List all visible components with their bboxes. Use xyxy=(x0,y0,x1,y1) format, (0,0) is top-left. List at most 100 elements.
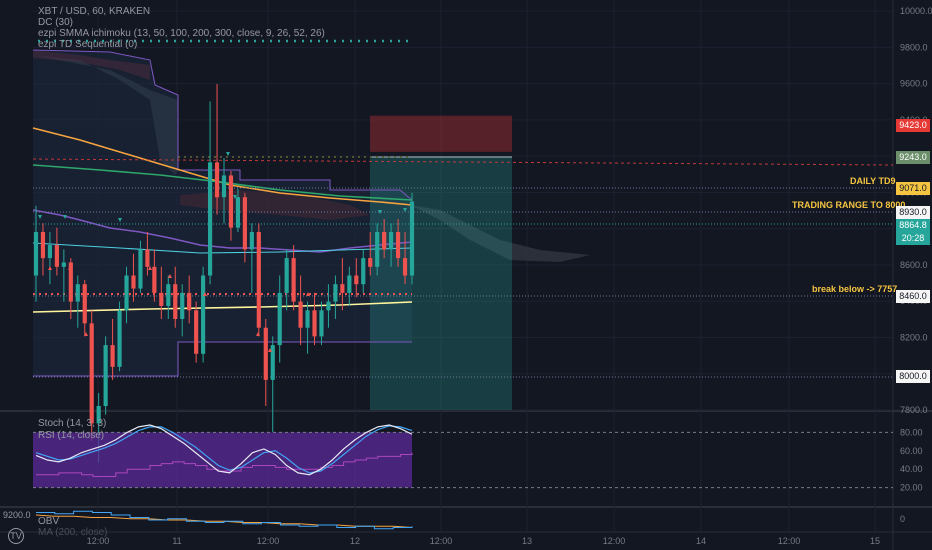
candle-body xyxy=(284,258,289,293)
stoch-band-fill xyxy=(33,432,412,488)
candle-body xyxy=(319,310,324,337)
candle-body xyxy=(187,292,192,311)
candle-body xyxy=(375,232,380,267)
price-tag-8000: 8000.0 xyxy=(896,370,930,383)
candle-body xyxy=(298,301,303,328)
rsi-label[interactable]: RSI (14, close) xyxy=(38,430,105,441)
candle-body xyxy=(395,232,401,259)
stoch-k-line xyxy=(35,424,413,476)
time-axis-label: 12:00 xyxy=(778,536,801,546)
time-axis-label: 12:00 xyxy=(430,536,453,546)
level-resistance-dashed xyxy=(32,158,894,166)
time-axis-label: 15 xyxy=(870,536,880,546)
candle-body xyxy=(382,232,387,250)
time-axis-label: 14 xyxy=(696,536,706,546)
price-tag-9243: 9243.0 xyxy=(896,151,930,164)
candle-body xyxy=(214,162,220,198)
candle-body xyxy=(201,275,206,354)
trading-range-annotation: TRADING RANGE TO 8000 xyxy=(792,200,906,210)
candle-body xyxy=(409,201,415,276)
y-tick-label: 8200.0 xyxy=(900,332,928,342)
td-sell-arrow xyxy=(403,208,407,212)
candle-body xyxy=(312,310,317,337)
td-buy-arrow xyxy=(306,292,310,296)
td-buy-arrow xyxy=(203,292,207,296)
candle-body xyxy=(180,292,185,319)
rsi-line xyxy=(36,452,413,478)
time-axis-label: 11 xyxy=(172,536,181,546)
ichimoku-cloud xyxy=(33,55,178,175)
candle-body xyxy=(131,275,136,289)
td-buy-arrow xyxy=(84,332,88,336)
td-sell-arrow xyxy=(378,210,382,214)
candle-body xyxy=(138,249,143,289)
y-tick-label: 9600.0 xyxy=(900,79,928,89)
td-buy-arrow xyxy=(48,266,52,270)
td-buy-arrow xyxy=(68,266,72,270)
td-sell-arrow xyxy=(226,152,230,156)
candle-body xyxy=(82,284,87,324)
stoch-y-tick: 60.00 xyxy=(900,446,923,456)
td-sell-arrow xyxy=(38,215,42,219)
candle-body xyxy=(207,162,213,276)
candle-body xyxy=(389,232,394,250)
candle-body xyxy=(249,232,254,250)
candle-body xyxy=(354,275,359,285)
price-tag-stop: 9423.0 xyxy=(896,119,930,132)
candle-body xyxy=(291,258,296,302)
stoch-y-tick: 20.00 xyxy=(900,483,923,493)
candle-body xyxy=(68,262,73,302)
ichimoku-cloud-red xyxy=(33,50,150,80)
obv-scale-label: 9200.0 xyxy=(3,510,31,520)
td-sell-arrow xyxy=(118,218,122,222)
candle-body xyxy=(263,327,268,380)
td-buy-arrow xyxy=(148,266,152,270)
time-axis-label: 13 xyxy=(522,536,532,546)
candle-body xyxy=(33,232,39,276)
candle-body xyxy=(270,345,275,380)
symbol-title: XBT / USD, 60, KRAKEN xyxy=(38,6,151,17)
candle-body xyxy=(333,284,338,302)
candle-body xyxy=(152,266,157,293)
candle-body xyxy=(173,284,178,319)
tenkan-line xyxy=(32,209,413,253)
break-below-annotation: break below -> 7757 xyxy=(812,284,898,294)
candle-body xyxy=(103,345,108,406)
y-tick-label: 10000.0 xyxy=(900,6,932,16)
candle-body xyxy=(256,232,261,328)
y-tick-label: 9800.0 xyxy=(900,42,928,52)
tradingview-logo-icon[interactable]: TV xyxy=(8,528,24,544)
candle-body xyxy=(221,175,227,198)
td-sequential-indicator-label[interactable]: ezpi TD Sequential (0) xyxy=(38,39,138,50)
y-tick-label: 7800.0 xyxy=(900,405,928,415)
candle-body xyxy=(61,262,66,267)
td-sell-arrow xyxy=(63,215,67,219)
candle-body xyxy=(145,249,150,267)
stoch-y-tick: 40.00 xyxy=(900,464,923,474)
stoch-label[interactable]: Stoch (14, 3, 3) xyxy=(38,418,107,429)
td-sell-arrow xyxy=(233,195,237,199)
ichimoku-indicator-label[interactable]: ezpi SMMA ichimoku (13, 50, 100, 200, 30… xyxy=(38,28,325,39)
td-buy-arrow xyxy=(256,332,260,336)
candle-body xyxy=(340,284,345,293)
time-axis-label: 12:00 xyxy=(603,536,626,546)
time-axis-label: 12:00 xyxy=(87,536,110,546)
candle-body xyxy=(47,245,53,259)
candle-body xyxy=(166,284,171,306)
price-tag-8930: 8930.0 xyxy=(896,206,930,219)
ichimoku-cloud xyxy=(410,205,590,262)
obv-line xyxy=(36,510,413,530)
candle-body xyxy=(326,301,331,311)
candle-body xyxy=(40,232,46,259)
td-buy-arrow xyxy=(403,266,407,270)
obv-label[interactable]: OBV xyxy=(38,516,60,527)
candle-body xyxy=(124,275,129,311)
obv-ma-label[interactable]: MA (200, close) xyxy=(38,527,108,538)
stoch-y-tick: 80.00 xyxy=(900,427,923,437)
td-buy-arrow xyxy=(268,348,272,352)
candle-body xyxy=(277,292,282,346)
candle-body xyxy=(347,275,352,293)
dc-indicator-label[interactable]: DC (30) xyxy=(38,17,74,28)
time-axis-label: 12:00 xyxy=(257,536,280,546)
